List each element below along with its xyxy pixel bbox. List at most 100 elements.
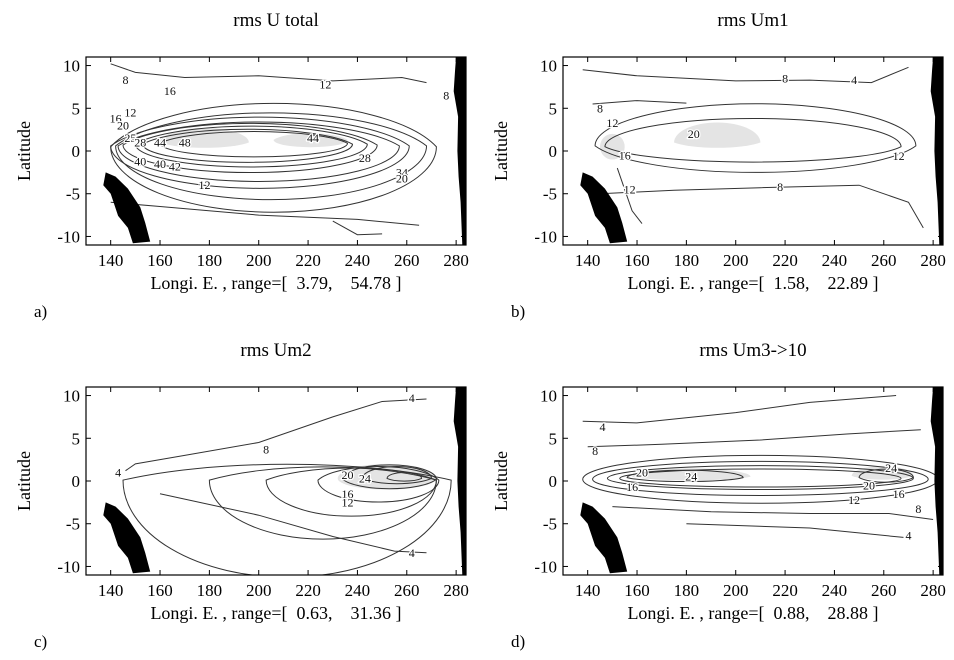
contour-label: 12: [342, 495, 354, 509]
y-tick-label: 10: [540, 387, 557, 406]
contour-label: 8: [915, 502, 921, 516]
y-tick-label: 5: [549, 99, 558, 118]
contour-line: [115, 112, 428, 201]
contour-line: [616, 167, 643, 224]
x-tick-label: 140: [575, 251, 601, 270]
x-tick-label: 180: [197, 251, 223, 270]
y-tick-label: 5: [549, 429, 558, 448]
contour-line: [594, 103, 917, 173]
contour-label: 20: [863, 478, 875, 492]
shaded-region: [600, 133, 625, 160]
contour-line: [317, 466, 440, 503]
landmass-americas: [453, 387, 466, 575]
x-tick-label: 280: [920, 251, 946, 270]
x-tick-label: 240: [345, 581, 371, 600]
contour-line: [265, 467, 437, 517]
x-tick-label: 160: [147, 251, 173, 270]
contour-label: 8: [263, 442, 269, 456]
contour-label: 8: [122, 73, 128, 87]
contour-line: [122, 122, 378, 174]
x-tick-label: 180: [674, 251, 700, 270]
contour-label: 8: [777, 180, 783, 194]
shaded-region: [851, 466, 914, 480]
landmass-new-guinea: [580, 172, 628, 244]
panel-label: c): [34, 632, 47, 651]
y-tick-label: 10: [540, 57, 557, 76]
x-tick-label: 140: [98, 251, 124, 270]
y-tick-label: 10: [63, 387, 80, 406]
x-tick-label: 160: [624, 251, 650, 270]
x-axis-label: Longi. E. , range=[ 1.58, 22.89 ]: [627, 273, 878, 293]
contour-label: 25: [124, 131, 136, 145]
contour-line: [612, 506, 934, 520]
x-tick-label: 240: [822, 251, 848, 270]
contour-label: 20: [342, 468, 354, 482]
contour-line: [110, 116, 410, 189]
contour-label: 4: [409, 391, 415, 405]
y-tick-label: -5: [66, 185, 80, 204]
contour-label: 24: [685, 470, 697, 484]
contour-line: [142, 128, 353, 163]
y-tick-label: -10: [534, 227, 557, 246]
contour-line: [122, 463, 452, 575]
shaded-region: [160, 128, 249, 148]
contour-label: 16: [110, 112, 122, 126]
contour-label: 8: [443, 88, 449, 102]
y-tick-label: 0: [549, 142, 558, 161]
contour-label: 8: [592, 444, 598, 458]
panel-c: rms Um2 4 4 8 20 24 16 12 4 140 160 180 200 220 240 260…: [0, 330, 477, 660]
landmass-americas: [453, 57, 466, 245]
contour-label: 12: [624, 182, 636, 196]
contour-label: 16: [626, 480, 638, 494]
contour-line: [604, 117, 902, 163]
y-tick-label: 5: [72, 99, 81, 118]
y-tick-label: 5: [72, 429, 81, 448]
contour-line: [208, 466, 437, 540]
chart-title: rms U total: [233, 10, 319, 31]
contour-line: [110, 201, 420, 226]
contour-label: 40: [154, 157, 166, 171]
y-axis-label: Latitude: [14, 451, 34, 511]
x-tick-label: 220: [772, 581, 798, 600]
x-tick-label: 200: [723, 251, 749, 270]
contour-line: [599, 184, 924, 229]
x-tick-label: 220: [295, 581, 321, 600]
landmass-new-guinea: [103, 502, 151, 574]
panel-a: rms U total 8 16 12 8 12 16 20 25 28 44 48 44 28 40 40 4…: [0, 0, 477, 330]
x-tick-label: 200: [246, 251, 272, 270]
contour-line: [582, 66, 909, 84]
y-tick-label: 10: [63, 57, 80, 76]
chart-title: rms Um3->10: [699, 340, 806, 361]
panel-label: d): [511, 632, 525, 651]
x-tick-label: 220: [295, 251, 321, 270]
y-tick-label: 0: [72, 472, 81, 491]
chart-title: rms Um1: [717, 10, 788, 31]
x-tick-label: 200: [246, 581, 272, 600]
contour-label: 24: [885, 461, 897, 475]
y-tick-label: -5: [543, 185, 557, 204]
x-axis-label: Longi. E. , range=[ 0.63, 31.36 ]: [150, 603, 401, 623]
contour-label: 20: [396, 171, 408, 185]
x-tick-label: 140: [575, 581, 601, 600]
x-tick-label: 140: [98, 581, 124, 600]
contour-line: [858, 468, 914, 483]
x-tick-label: 200: [723, 581, 749, 600]
contour-label: 4: [115, 465, 121, 479]
contour-line: [686, 523, 904, 538]
contour-line: [592, 460, 929, 497]
contour-label: 44: [307, 131, 319, 145]
y-tick-label: -10: [57, 557, 80, 576]
contour-line: [386, 471, 423, 482]
contour-line: [592, 100, 687, 105]
contour-label: 34: [396, 165, 408, 179]
x-tick-label: 260: [394, 251, 420, 270]
contour-line: [134, 125, 368, 168]
landmass-new-guinea: [580, 502, 628, 574]
contour-label: 12: [124, 106, 136, 120]
